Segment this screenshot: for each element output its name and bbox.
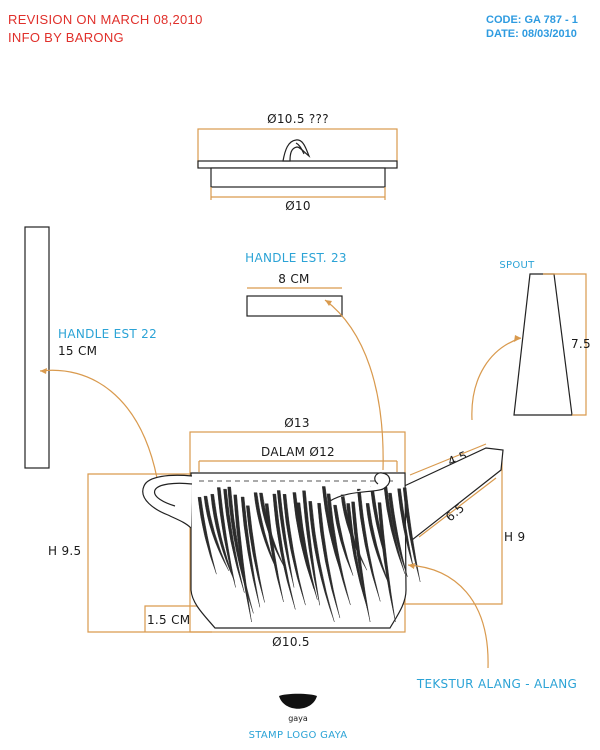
handle-large-length: 15 CM bbox=[58, 344, 97, 358]
texture-stroke bbox=[264, 503, 284, 602]
texture-stroke bbox=[402, 487, 421, 582]
spout-height-dim bbox=[543, 273, 587, 416]
foot-height-dim bbox=[144, 605, 212, 632]
texture-stroke bbox=[282, 494, 306, 606]
handle-large-piece bbox=[24, 226, 50, 469]
texture-stroke bbox=[351, 501, 371, 623]
height-total-dim bbox=[87, 473, 212, 633]
base-diameter-label: Ø10.5 bbox=[272, 635, 310, 649]
lid-top-diameter-label: Ø10.5 ??? bbox=[267, 112, 329, 126]
texture-stroke bbox=[233, 494, 252, 623]
texture-leader bbox=[407, 564, 489, 669]
texture-stroke bbox=[326, 493, 351, 606]
texture-stroke bbox=[223, 488, 245, 593]
texture-stroke bbox=[210, 494, 235, 582]
texture-stroke bbox=[276, 490, 295, 588]
height-total-label: H 9.5 bbox=[48, 544, 81, 558]
stamp-logo-icon bbox=[279, 693, 317, 709]
texture-stroke bbox=[203, 495, 229, 571]
texture-stroke bbox=[333, 504, 354, 576]
date-text: DATE: 08/03/2010 bbox=[486, 28, 577, 40]
texture-stroke bbox=[317, 503, 341, 619]
handle-small-title: HANDLE EST. 23 bbox=[245, 251, 347, 265]
handle-small-width: 8 CM bbox=[278, 272, 309, 286]
revision-text: REVISION ON MARCH 08,2010 bbox=[8, 12, 203, 27]
teapot-left-handle bbox=[142, 474, 193, 529]
info-text: INFO BY BARONG bbox=[8, 30, 124, 45]
lid-knob bbox=[282, 139, 311, 162]
texture-stroke bbox=[302, 490, 320, 606]
texture-stroke bbox=[197, 497, 217, 575]
stamp-logo-text: gaya bbox=[288, 714, 308, 723]
lid-top-plate bbox=[197, 160, 398, 169]
texture-strokes bbox=[197, 486, 421, 623]
texture-stroke bbox=[340, 494, 368, 571]
handle-large-title: HANDLE EST 22 bbox=[58, 327, 157, 341]
texture-stroke bbox=[388, 492, 408, 577]
lid-bottom-rim bbox=[210, 167, 386, 188]
height-spout-dim bbox=[402, 455, 503, 605]
lid-bottom-diameter-label: Ø10 bbox=[285, 199, 311, 213]
spout-title: SPOUT bbox=[499, 260, 535, 271]
handle-small-piece bbox=[246, 295, 343, 317]
texture-stroke bbox=[308, 501, 335, 623]
outer-diameter-label: Ø13 bbox=[284, 416, 310, 430]
texture-stroke bbox=[357, 488, 381, 602]
code-text: CODE: GA 787 - 1 bbox=[486, 14, 578, 26]
texture-label: TEKSTUR ALANG - ALANG bbox=[416, 677, 577, 691]
lid-drawing bbox=[197, 128, 398, 200]
height-spout-label: H 9 bbox=[504, 530, 525, 544]
spout-height-label: 7.5 bbox=[571, 337, 591, 351]
texture-stroke bbox=[217, 487, 236, 588]
foot-height-label: 1.5 CM bbox=[147, 613, 190, 627]
teapot-top-handle bbox=[329, 472, 391, 502]
spout-piece bbox=[513, 273, 573, 416]
stamp-label: STAMP LOGO GAYA bbox=[249, 730, 348, 741]
inner-diameter-label: DALAM Ø12 bbox=[261, 445, 335, 459]
handle-small-leader bbox=[324, 299, 384, 471]
spout-leader bbox=[471, 337, 522, 421]
texture-stroke bbox=[377, 502, 396, 623]
texture-stroke bbox=[383, 486, 406, 574]
texture-stroke bbox=[240, 496, 261, 608]
handle-large-leader bbox=[39, 369, 158, 479]
texture-stroke bbox=[272, 493, 296, 610]
texture-stroke bbox=[246, 505, 265, 603]
texture-stroke bbox=[296, 502, 318, 600]
texture-stroke bbox=[227, 486, 254, 614]
teapot-body bbox=[142, 447, 504, 629]
